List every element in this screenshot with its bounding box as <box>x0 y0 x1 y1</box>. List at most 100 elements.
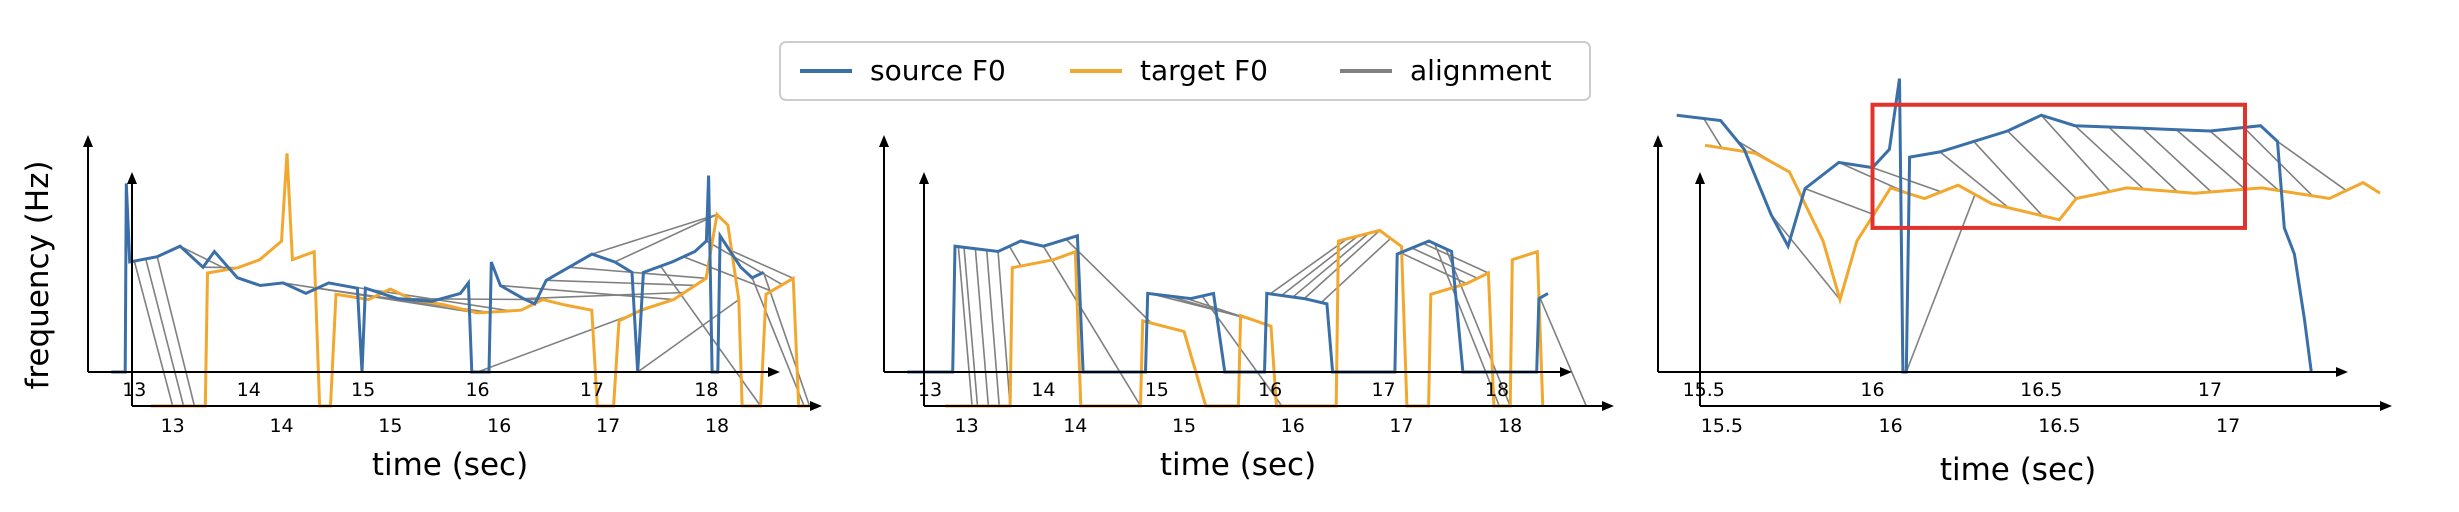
panel-2-alignment-line-4 <box>997 251 1011 407</box>
panel-2-source-tick-label-4: 17 <box>1371 379 1395 401</box>
panel-2-source-tick-label-1: 14 <box>1031 379 1055 401</box>
panel-1-alignment-line-22 <box>762 272 811 407</box>
panel-3-source-tick-label-0: 15.5 <box>1683 379 1725 401</box>
panel-2-target-tick-label-3: 16 <box>1281 415 1305 437</box>
panel-1: time (sec) 13 14 15 16 17 18 13 14 15 16 17 18 <box>83 135 822 483</box>
panel-1-alignment-line-11 <box>523 291 685 300</box>
panel-2-alignment-line-6 <box>1042 245 1142 407</box>
panel-1-target-tick-label-5: 18 <box>705 415 729 437</box>
panel-3-alignment-line-0 <box>1703 118 1723 149</box>
panel-1-target-y-axis-head <box>127 172 137 184</box>
panel-1-source-tick-label-5: 18 <box>694 379 718 401</box>
panel-2-alignment-line-18 <box>1411 247 1478 280</box>
panel-3-source-tick-label-1: 16 <box>1860 379 1884 401</box>
panel-3-source-f0-line <box>1676 78 2313 374</box>
panel-3-alignment-line-9 <box>2006 130 2077 200</box>
legend-label-source: source F0 <box>870 54 1006 87</box>
panel-3-alignment-line-2 <box>1770 214 1841 301</box>
panel-2-alignment-line-17 <box>1400 251 1468 285</box>
panel-3-target-y-axis-head <box>1695 172 1705 184</box>
panel-3-alignment-line-7 <box>1939 151 2010 209</box>
panel-1-alignment-line-1 <box>144 258 185 407</box>
panel-3-target-tick-label-0: 15.5 <box>1701 415 1743 437</box>
panel-3: time (sec) 15.5 16 16.5 17 15.5 16 16.5 17 <box>1653 78 2392 488</box>
panel-3-source-y-axis-head <box>1653 135 1663 147</box>
panel-2-alignment-line-15 <box>1303 229 1381 300</box>
panel-1-target-tick-label-0: 13 <box>161 415 185 437</box>
panel-1-alignment-line-16 <box>637 298 740 373</box>
panel-2-alignment-line-20 <box>1433 243 1501 407</box>
panel-1-source-y-axis-head <box>83 135 93 147</box>
panel-3-highlight-box <box>1870 102 2247 230</box>
panel-1-source-tick-label-3: 16 <box>465 379 489 401</box>
panel-2-alignment-line-2 <box>974 248 990 407</box>
panel-2-target-x-axis-head <box>1602 401 1614 411</box>
panel-1-source-tick-label-1: 14 <box>237 379 261 401</box>
panel-2-alignment-line-1 <box>963 247 979 407</box>
panel-2-alignment-line-13 <box>1281 235 1359 297</box>
panel-1-alignment-line-20 <box>728 249 794 280</box>
panel-2-target-tick-label-5: 18 <box>1498 415 1522 437</box>
panel-3-source-x-axis-head <box>2336 367 2348 377</box>
panel-1-alignment-line-19 <box>705 240 783 286</box>
panel-3-target-x-axis-head <box>2380 401 2392 411</box>
panel-3-alignment-line-3 <box>1804 187 1875 216</box>
legend-label-target: target F0 <box>1140 54 1268 87</box>
panel-1-target-tick-label-2: 15 <box>378 415 402 437</box>
panel-2-source-tick-label-3: 16 <box>1258 379 1282 401</box>
panel-3-target-tick-label-2: 16.5 <box>2038 415 2080 437</box>
panel-3-xlabel: time (sec) <box>1940 452 2096 488</box>
panel-2-source-f0-line <box>907 233 1549 374</box>
panel-1-xlabel: time (sec) <box>372 447 528 483</box>
panel-1-source-x-axis-head <box>768 367 780 377</box>
panel-3-target-tick-label-3: 17 <box>2216 415 2240 437</box>
panel-3-alignment-line-5 <box>1872 166 1942 193</box>
panel-2-target-y-axis-head <box>919 172 929 184</box>
panel-2-target-tick-label-1: 14 <box>1063 415 1087 437</box>
y-axis-label: frequency (Hz) <box>20 160 56 389</box>
panel-3-alignment-line-17 <box>2277 140 2347 192</box>
panel-1-source-tick-label-0: 13 <box>122 379 146 401</box>
panel-1-alignment-line-10 <box>500 284 674 301</box>
panel-2-alignment-line-16 <box>1320 237 1392 304</box>
panel-3-source-tick-label-2: 16.5 <box>2020 379 2062 401</box>
panel-2: time (sec) 13 14 15 16 17 18 13 14 15 16 17 18 <box>879 135 1614 483</box>
panel-3-alignment-line-14 <box>2175 129 2246 190</box>
panel-3-source-tick-label-3: 17 <box>2198 379 2222 401</box>
panel-1-target-tick-label-3: 16 <box>487 415 511 437</box>
panel-3-target-f0-line <box>1704 143 2381 306</box>
panel-3-alignment-line-12 <box>2108 126 2179 193</box>
panel-3-alignment-line-10 <box>2040 114 2111 192</box>
panel-3-alignment-line-13 <box>2141 127 2212 193</box>
panel-1-alignment-line-2 <box>156 256 196 407</box>
panel-1-alignment-line-15 <box>614 213 718 263</box>
panel-3-target-tick-label-1: 16 <box>1879 415 1903 437</box>
panel-1-alignment-line-18 <box>683 255 772 292</box>
panel-2-target-tick-label-4: 17 <box>1389 415 1413 437</box>
panel-2-source-tick-label-5: 18 <box>1485 379 1509 401</box>
panel-2-source-x-axis-head <box>1560 367 1572 377</box>
panel-2-source-tick-label-0: 13 <box>918 379 942 401</box>
panel-2-target-tick-label-2: 15 <box>1172 415 1196 437</box>
panel-2-xlabel: time (sec) <box>1160 447 1316 483</box>
panel-2-alignment-line-19 <box>1422 242 1489 274</box>
panel-3-alignment-line-11 <box>2074 125 2145 190</box>
panel-2-alignment-line-12 <box>1269 238 1348 295</box>
panel-3-alignment-line-8 <box>1973 140 2044 217</box>
panel-2-alignment-line-22 <box>1539 297 1587 407</box>
panel-1-source-tick-label-4: 17 <box>580 379 604 401</box>
panel-1-source-tick-label-2: 15 <box>351 379 375 401</box>
panel-1-alignment-line-21 <box>751 277 805 407</box>
panel-2-source-tick-label-2: 15 <box>1145 379 1169 401</box>
legend-box <box>779 41 1591 101</box>
panel-1-target-f0-line <box>150 153 810 408</box>
panel-1-alignment-line-3 <box>179 245 228 271</box>
panel-3-alignment-line-6 <box>1905 194 1976 373</box>
panel-2-alignment-line-0 <box>957 246 973 407</box>
panel-1-alignment-line-13 <box>569 266 707 280</box>
panel-2-alignment-line-14 <box>1292 232 1370 298</box>
panel-1-target-tick-label-4: 17 <box>596 415 620 437</box>
panel-2-alignment-line-5 <box>1008 245 1022 267</box>
panel-1-alignment-line-0 <box>133 260 174 407</box>
